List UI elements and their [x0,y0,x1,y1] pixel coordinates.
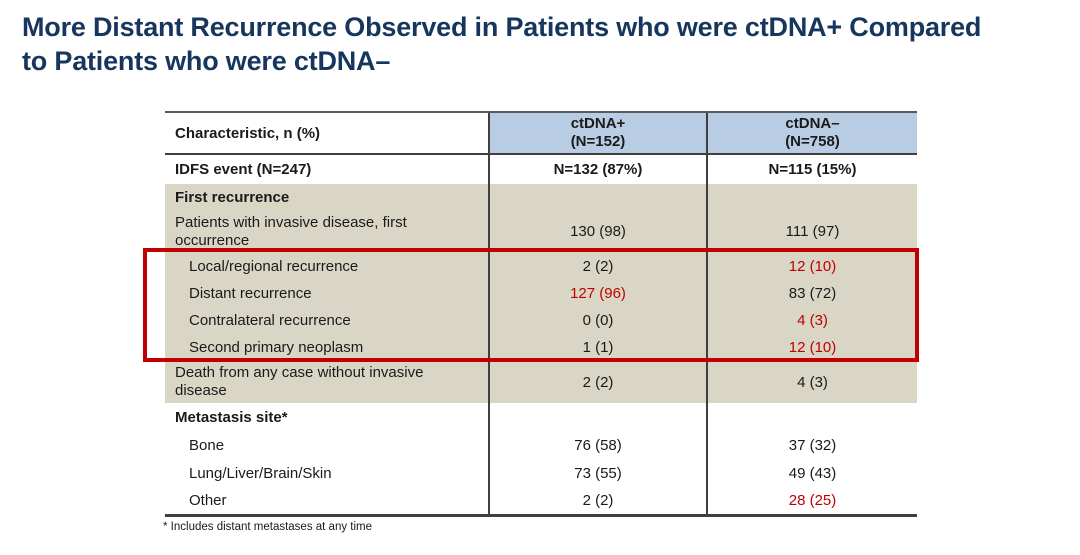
cell-ctdna-pos: 73 (55) [488,459,707,487]
cell-label: Distant recurrence [189,285,312,302]
cell-ctdna-neg: 4 (3) [706,307,917,334]
cell-label: Death from any case without invasive dis… [175,364,424,399]
cell-ctdna-pos: 2 (2) [488,487,707,517]
cell-ctdna-neg [706,184,917,210]
cell-ctdna-neg [706,403,917,431]
table-row-second-primary-neoplasm: Second primary neoplasm 1 (1) 12 (10) [165,334,917,361]
cell-label: Contralateral recurrence [189,312,351,329]
cell-ctdna-neg: 111 (97) [706,210,917,253]
cell-label: Patients with invasive disease, first oc… [175,213,407,249]
cell-ctdna-pos [488,403,707,431]
table-row-idfs-event: IDFS event (N=247) N=132 (87%) N=115 (15… [165,154,917,184]
table-row-metastasis-site-section: Metastasis site* [165,403,917,431]
footnote: * Includes distant metastases at any tim… [163,521,373,533]
table-header-row: Characteristic, n (%) ctDNA+ (N=152) ctD… [165,111,917,155]
table-row-death-without-invasive-disease: Death from any case without invasive dis… [165,361,917,403]
cell-label: Second primary neoplasm [189,339,364,356]
cell-ctdna-neg: 37 (32) [706,431,917,459]
table-row-bone: Bone 76 (58) 37 (32) [165,431,917,459]
cell-label: Lung/Liver/Brain/Skin [189,464,332,482]
cell-ctdna-neg: 4 (3) [706,361,917,403]
table-row-distant-recurrence: Distant recurrence 127 (96) 83 (72) [165,280,917,307]
cell-ctdna-pos: 1 (1) [488,334,707,361]
cell-ctdna-pos: 2 (2) [488,361,707,403]
cell-ctdna-pos: 127 (96) [488,280,707,307]
slide-title: More Distant Recurrence Observed in Pati… [22,12,982,76]
cell-label: IDFS event (N=247) [175,161,312,178]
cell-ctdna-neg: 83 (72) [706,280,917,307]
table-row-local-regional-recurrence: Local/regional recurrence 2 (2) 12 (10) [165,253,917,280]
cell-label: First recurrence [175,188,290,206]
cell-ctdna-neg: 12 (10) [706,334,917,361]
column-header-characteristic: Characteristic, n (%) [165,111,489,155]
column-header-ctdna-positive: ctDNA+ (N=152) [488,111,707,155]
cell-ctdna-neg: N=115 (15%) [706,154,917,184]
cell-ctdna-pos: 0 (0) [488,307,707,334]
cell-ctdna-pos: 130 (98) [488,210,707,253]
cell-ctdna-neg: 49 (43) [706,459,917,487]
cell-ctdna-pos: 2 (2) [488,253,707,280]
cell-label: Bone [189,436,225,454]
results-table: Characteristic, n (%) ctDNA+ (N=152) ctD… [165,111,917,517]
table-row-first-recurrence-section: First recurrence [165,184,917,210]
cell-label: Local/regional recurrence [189,258,359,275]
table-row-contralateral-recurrence: Contralateral recurrence 0 (0) 4 (3) [165,307,917,334]
results-table-container: Characteristic, n (%) ctDNA+ (N=152) ctD… [143,111,919,517]
cell-ctdna-neg: 12 (10) [706,253,917,280]
cell-label: Other [165,487,489,517]
table-row-invasive-disease: Patients with invasive disease, first oc… [165,210,917,253]
cell-ctdna-pos [488,184,707,210]
cell-ctdna-neg: 28 (25) [706,487,917,517]
table-row-other: Other 2 (2) 28 (25) [165,487,917,517]
table-row-lung-liver-brain-skin: Lung/Liver/Brain/Skin 73 (55) 49 (43) [165,459,917,487]
column-header-ctdna-negative: ctDNA– (N=758) [706,111,917,155]
cell-label: Metastasis site* [175,408,288,426]
cell-ctdna-pos: 76 (58) [488,431,707,459]
cell-ctdna-pos: N=132 (87%) [488,154,707,184]
